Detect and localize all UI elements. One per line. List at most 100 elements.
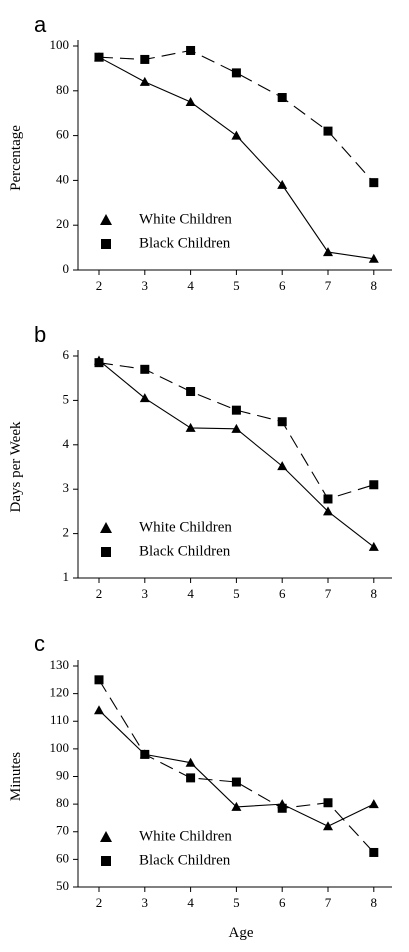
legend-label: Black Children	[139, 235, 231, 251]
x-tick-label: 8	[371, 278, 378, 293]
legend-label: Black Children	[139, 543, 231, 559]
x-tick-label: 8	[371, 895, 378, 910]
data-point-triangle	[323, 506, 333, 516]
y-axis-label: Percentage	[8, 125, 24, 191]
data-point-square	[140, 54, 150, 64]
panel-letter: a	[34, 12, 47, 37]
x-tick-label: 4	[187, 278, 194, 293]
data-point-square	[186, 45, 196, 55]
y-tick-label: 110	[50, 712, 69, 727]
panel-letter: c	[34, 631, 45, 656]
legend-marker-square	[101, 856, 111, 866]
y-tick-label: 80	[56, 82, 69, 97]
y-tick-label: 50	[56, 878, 69, 893]
y-tick-label: 100	[50, 37, 70, 52]
data-point-square	[277, 417, 287, 427]
x-tick-label: 7	[325, 278, 332, 293]
data-point-square	[231, 405, 241, 415]
y-tick-label: 40	[56, 171, 69, 186]
legend-label: White Children	[139, 519, 232, 535]
legend-marker-square	[101, 239, 111, 249]
y-tick-label: 20	[56, 216, 69, 231]
chart-panel-c: c 50 60 70 80 90 100 110 120 130 2 3 4 5 6 7 8 Minutes Age…	[8, 631, 392, 941]
data-point-square	[277, 803, 287, 813]
data-point-square	[323, 798, 333, 808]
data-point-triangle	[139, 76, 150, 86]
y-tick-label: 70	[56, 823, 69, 838]
y-tick-label: 60	[56, 850, 69, 865]
y-axis-label: Days per Week	[8, 421, 24, 512]
y-tick-label: 100	[50, 740, 70, 755]
x-tick-label: 3	[142, 586, 149, 601]
x-tick-label: 5	[233, 586, 240, 601]
x-tick-label: 3	[142, 895, 149, 910]
y-tick-label: 130	[50, 657, 70, 672]
x-tick-label: 3	[142, 278, 149, 293]
y-tick-label: 80	[56, 795, 69, 810]
y-tick-label: 1	[63, 569, 70, 584]
data-point-square	[277, 93, 287, 103]
data-point-triangle	[277, 461, 288, 471]
x-tick-label: 8	[371, 586, 378, 601]
data-point-triangle	[185, 97, 196, 106]
x-tick-label: 6	[279, 586, 286, 601]
data-point-square	[186, 773, 196, 783]
x-tick-label: 5	[233, 278, 240, 293]
x-tick-label: 7	[325, 895, 332, 910]
x-tick-label: 7	[325, 586, 332, 601]
y-tick-label: 60	[56, 127, 69, 142]
data-point-square	[231, 777, 241, 787]
data-point-square	[140, 749, 150, 759]
chart-panel-a: a 0 20 40 60 80 100 2 3 4 5 6 7 8 Percentage White Chil…	[8, 12, 392, 293]
data-point-square	[94, 52, 104, 62]
y-tick-label: 90	[56, 767, 69, 782]
y-tick-label: 2	[63, 525, 70, 540]
data-point-triangle	[139, 393, 150, 403]
y-tick-label: 6	[63, 347, 70, 362]
data-point-triangle	[231, 801, 242, 811]
data-point-square	[369, 847, 379, 857]
legend-label: Black Children	[139, 852, 231, 868]
data-point-square	[94, 358, 104, 368]
legend-marker-triangle	[100, 831, 112, 842]
data-point-triangle	[231, 130, 242, 140]
legend-marker-triangle	[100, 522, 112, 533]
panel-letter: b	[34, 322, 46, 347]
data-point-square	[231, 68, 241, 78]
y-tick-label: 120	[50, 685, 70, 700]
data-point-square	[186, 387, 196, 397]
data-point-triangle	[277, 179, 288, 189]
data-point-square	[323, 494, 333, 504]
data-point-square	[369, 178, 379, 188]
y-tick-label: 3	[63, 480, 70, 495]
legend-marker-triangle	[100, 214, 112, 225]
x-tick-label: 2	[96, 278, 103, 293]
data-point-triangle	[231, 423, 242, 433]
x-tick-label: 6	[279, 278, 286, 293]
y-tick-label: 0	[63, 261, 70, 276]
x-tick-label: 6	[279, 895, 286, 910]
x-tick-label: 5	[233, 895, 240, 910]
x-axis-label: Age	[229, 925, 254, 941]
data-point-square	[369, 480, 379, 490]
legend-label: White Children	[139, 828, 232, 844]
series-line-black-children	[98, 679, 375, 853]
data-point-triangle	[185, 422, 196, 432]
series-line-white-children	[98, 56, 374, 260]
x-tick-label: 2	[96, 586, 103, 601]
legend-label: White Children	[139, 211, 232, 227]
y-axis-label: Minutes	[8, 752, 24, 801]
chart-panel-b: b 1 2 3 4 5 6 2 3 4 5 6 7 8 Days per Week White Childre…	[8, 322, 392, 601]
data-point-triangle	[368, 799, 379, 809]
x-tick-label: 4	[187, 586, 194, 601]
data-point-triangle	[368, 541, 379, 551]
x-tick-label: 2	[96, 895, 103, 910]
y-tick-label: 5	[63, 391, 70, 406]
data-point-triangle	[323, 821, 333, 831]
data-point-triangle	[185, 757, 196, 767]
data-point-triangle	[368, 253, 379, 263]
data-point-square	[323, 126, 333, 136]
data-point-square	[94, 675, 104, 685]
y-tick-label: 4	[63, 436, 70, 451]
